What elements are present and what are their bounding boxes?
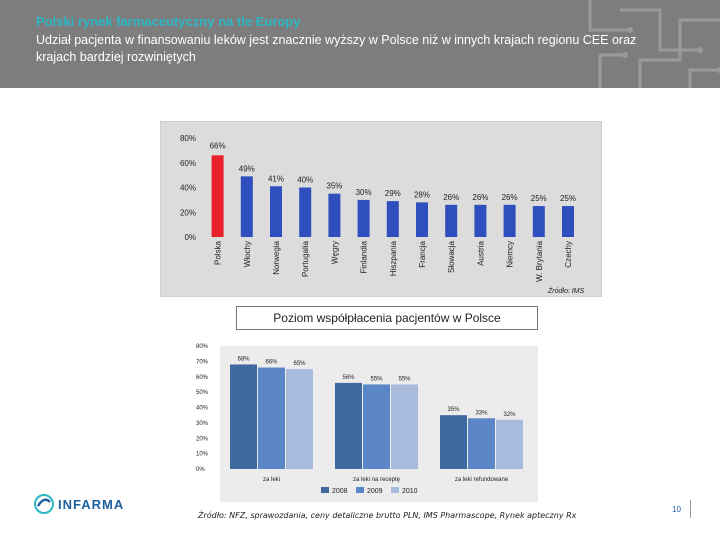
y-tick-label: 30% — [196, 421, 209, 427]
data-label: 55% — [370, 376, 383, 382]
x-tick-label: za leki — [263, 477, 280, 483]
y-tick-label: 60% — [196, 375, 209, 381]
data-label: 35% — [447, 407, 460, 413]
data-label: 66% — [265, 360, 278, 366]
bar-2009-0 — [258, 367, 285, 469]
data-label: 26% — [502, 193, 518, 202]
bar-Norwegia — [270, 186, 282, 237]
x-tick-label: Niemcy — [506, 241, 515, 268]
bar-Polska — [211, 155, 224, 237]
header-banner: Polski rynek farmaceutyczny na tle Europ… — [0, 0, 720, 88]
data-label: 35% — [326, 182, 342, 191]
data-label: 40% — [297, 176, 313, 185]
data-label: 25% — [560, 194, 576, 203]
legend-label: 2010 — [402, 488, 418, 495]
data-label: 66% — [210, 141, 226, 150]
bar-2010-0 — [286, 369, 313, 469]
page-number: 10 — [672, 505, 681, 514]
data-label: 25% — [531, 194, 547, 203]
x-tick-label: Portugalia — [301, 240, 310, 277]
bar-Austria — [474, 204, 487, 237]
data-label: 33% — [475, 410, 488, 416]
y-tick-label: 60% — [180, 159, 196, 168]
data-label: 26% — [443, 193, 459, 202]
y-tick-label: 20% — [196, 436, 209, 442]
y-tick-label: 20% — [180, 208, 196, 217]
y-tick-label: 40% — [180, 184, 196, 193]
x-tick-label: Węgry — [330, 241, 339, 264]
legend-label: 2008 — [332, 488, 348, 495]
page-title: Polski rynek farmaceutyczny na tle Europ… — [36, 14, 301, 29]
y-tick-label: 70% — [196, 359, 209, 365]
bar-Portugalia — [299, 187, 312, 237]
x-tick-label: Słowacja — [447, 240, 456, 273]
bar-2009-1 — [363, 384, 390, 469]
bar-W. Brytania — [532, 206, 545, 237]
page-subtitle: Udział pacjenta w finansowaniu leków jes… — [36, 33, 637, 64]
bar-2008-1 — [335, 382, 362, 469]
data-label: 55% — [398, 376, 411, 382]
infarma-logo-icon — [34, 494, 54, 514]
data-label: 30% — [356, 188, 372, 197]
bar-Francja — [416, 202, 428, 237]
bar-Słowacja — [445, 204, 458, 237]
data-label: 49% — [239, 164, 255, 173]
copayment-chart-title: Poziom współpłacenia pacjentów w Polsce — [236, 306, 538, 330]
decorative-circuit-pattern — [588, 0, 720, 88]
data-label: 68% — [237, 356, 250, 362]
y-tick-label: 50% — [196, 390, 209, 396]
x-tick-label: W. Brytania — [535, 240, 544, 281]
country-share-chart-svg: 80% 60% 40% 20% 0% 66% Polska 49% Włochy 41% Norwe… — [180, 134, 576, 282]
data-label: 28% — [414, 190, 430, 199]
page-divider — [690, 500, 691, 518]
y-tick-label: 80% — [196, 344, 209, 350]
country-share-chart: 80% 60% 40% 20% 0% 66% Polska 49% Włochy 41% Norwe… — [160, 121, 602, 297]
data-label: 41% — [268, 174, 284, 183]
y-tick-label: 10% — [196, 452, 209, 458]
bar-2010-1 — [391, 384, 418, 469]
data-label: 65% — [293, 361, 306, 367]
data-label: 26% — [472, 193, 488, 202]
x-tick-label: Włochy — [243, 241, 252, 267]
x-tick-label: Francja — [418, 240, 427, 267]
x-tick-label: Austria — [476, 240, 485, 265]
y-tick-label: 0% — [184, 233, 196, 242]
bar-Czechy — [562, 206, 574, 237]
bar-2009-2 — [468, 418, 495, 469]
x-tick-label: za leki refundowane — [455, 477, 509, 483]
brand-name: INFARMA — [58, 496, 125, 512]
bar-Finlandia — [357, 199, 370, 237]
y-tick-label: 0% — [196, 467, 205, 473]
bar-2008-2 — [440, 415, 467, 469]
x-tick-label: Polska — [214, 240, 223, 265]
bar-Hiszpania — [386, 201, 399, 237]
data-label: 56% — [342, 375, 355, 381]
copayment-chart-svg: 80% 70% 60% 50% 40% 30% 20% 10% 0% 68% 66% 65% za le… — [196, 344, 538, 502]
bar-2008-0 — [230, 364, 257, 469]
chart2-source: Źródło: NFZ, sprawozdania, ceny detalicz… — [198, 511, 577, 520]
data-label: 32% — [503, 412, 516, 418]
data-label: 29% — [385, 189, 401, 198]
copayment-chart: 80% 70% 60% 50% 40% 30% 20% 10% 0% 68% 66% 65% za le… — [190, 340, 550, 502]
infarma-logo: INFARMA — [34, 493, 124, 515]
bar-Włochy — [240, 176, 253, 237]
x-tick-label: Czechy — [564, 241, 573, 268]
y-tick-label: 40% — [196, 406, 209, 412]
x-tick-label: Finlandia — [360, 240, 369, 273]
y-tick-label: 80% — [180, 134, 196, 143]
x-tick-label: Hiszpania — [389, 240, 398, 276]
x-tick-label: Norwegia — [272, 240, 281, 274]
chart1-source: Źródło: IMS — [548, 288, 585, 295]
legend-swatch-2008 — [321, 487, 329, 493]
bar-2010-2 — [496, 419, 523, 469]
x-tick-label: za leki na receptę — [353, 477, 401, 483]
bar-Węgry — [328, 193, 341, 237]
bar-Niemcy — [503, 204, 516, 237]
legend-label: 2009 — [367, 488, 383, 495]
legend-swatch-2010 — [391, 487, 399, 493]
legend-swatch-2009 — [356, 487, 364, 493]
